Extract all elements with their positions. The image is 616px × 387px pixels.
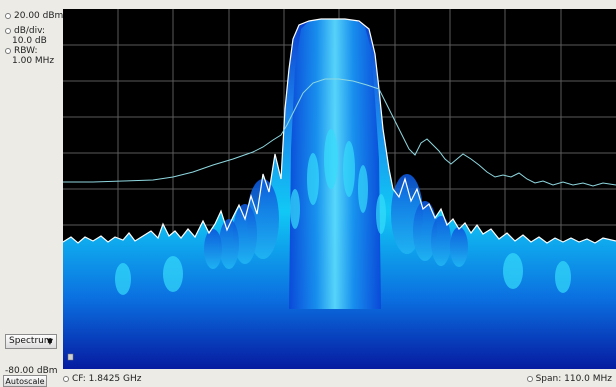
spectrum-plot[interactable] xyxy=(63,9,616,369)
ref-level-icon xyxy=(5,12,11,19)
center-frequency[interactable]: CF: 1.8425 GHz xyxy=(63,374,141,384)
max-hold-trace xyxy=(63,18,616,244)
db-div-label: dB/div: xyxy=(14,26,45,36)
bottom-bar: CF: 1.8425 GHz Span: 110.0 MHz xyxy=(63,369,616,385)
display-select[interactable]: Spectrum ▼ xyxy=(5,334,57,349)
autoscale-button[interactable]: Autoscale xyxy=(3,375,47,387)
db-div-value: 10.0 dB xyxy=(12,36,47,46)
rbw-value: 1.00 MHz xyxy=(12,56,55,66)
average-trace xyxy=(63,78,616,187)
span-readout[interactable]: Span: 110.0 MHz xyxy=(526,374,612,384)
bottom-level-readout: -80.00 dBm xyxy=(5,366,58,376)
ref-level-value: 20.00 dBm xyxy=(14,11,64,21)
span-icon xyxy=(526,375,533,382)
ref-level-readout[interactable]: 20.00 dBm xyxy=(5,11,63,21)
cf-value: CF: 1.8425 GHz xyxy=(72,374,142,384)
rbw-readout[interactable]: RBW: xyxy=(5,46,38,56)
cf-icon xyxy=(63,375,69,382)
hot-spots xyxy=(115,129,571,295)
spectrum-graph xyxy=(63,9,616,369)
left-panel: 20.00 dBm dB/div: 10.0 dB RBW: 1.00 MHz … xyxy=(0,0,63,387)
rbw-label: RBW: xyxy=(14,46,38,56)
chevron-down-icon: ▼ xyxy=(46,337,53,346)
db-div-readout[interactable]: dB/div: xyxy=(5,26,45,36)
marker-icon xyxy=(67,353,74,361)
rbw-icon xyxy=(5,47,11,54)
db-div-icon xyxy=(5,27,11,34)
span-value: Span: 110.0 MHz xyxy=(535,374,612,384)
display-select-value: Spectrum xyxy=(9,336,53,346)
